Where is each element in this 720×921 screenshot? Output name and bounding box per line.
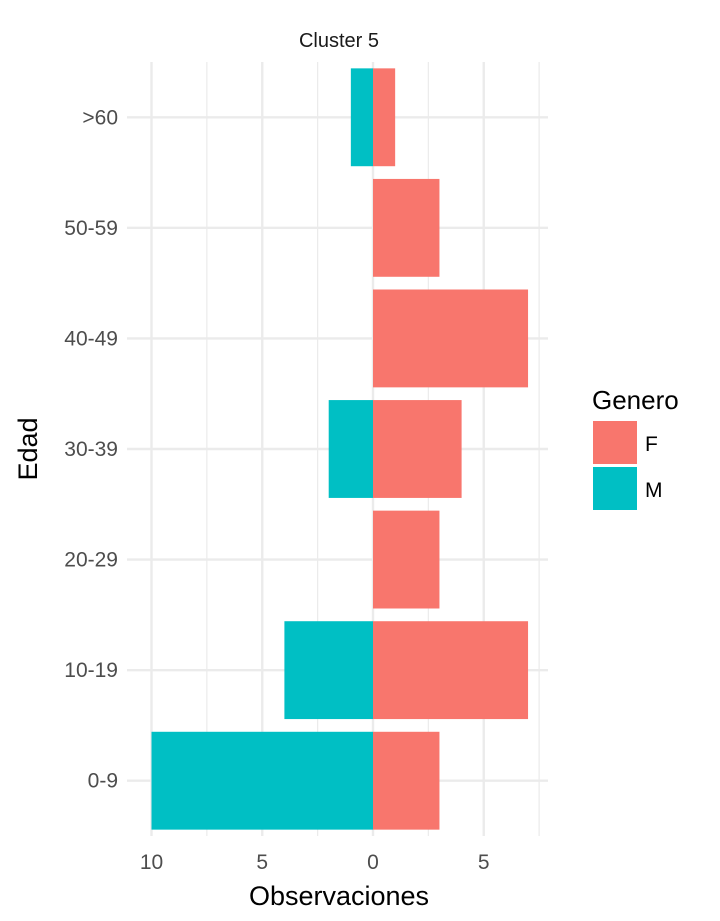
bar-m-0-9 [151,731,373,830]
x-tick-label: 10 [140,851,163,874]
y-tick-label: 0-9 [88,770,118,793]
y-tick-label: 30-39 [64,438,118,461]
x-tick-label: 5 [256,851,268,874]
legend-label-f: F [645,433,658,456]
legend: Genero FM [592,385,679,510]
bar-m->60 [350,68,373,167]
x-tick-label: 5 [478,851,490,874]
y-tick-label: >60 [82,106,118,129]
y-axis-label: Edad [13,417,43,480]
x-tick-labels: 10 5 0 5 [140,851,490,874]
y-tick-labels: 0-9 10-19 20-29 30-39 40-49 50-59 >60 [64,106,118,792]
bars [151,68,529,830]
bar-f-50-59 [373,178,440,277]
bar-f-10-19 [373,621,529,720]
bar-f-30-39 [373,400,462,498]
y-tick-label: 50-59 [64,217,118,240]
y-tick-label: 40-49 [64,327,118,350]
bar-f-0-9 [373,731,440,830]
bar-f->60 [373,68,396,167]
legend-title: Genero [592,385,679,415]
bar-m-30-39 [328,400,373,498]
legend-entries: FM [593,421,663,510]
bar-m-10-19 [284,621,373,720]
y-tick-label: 20-29 [64,549,118,572]
y-tick-label: 10-19 [64,659,118,682]
legend-label-m: M [645,479,663,502]
legend-swatch-f [593,421,637,464]
x-tick-label: 0 [367,851,379,874]
chart-title: Cluster 5 [299,30,379,52]
bar-f-40-49 [373,289,529,388]
bar-f-20-29 [373,510,440,609]
legend-swatch-m [593,467,637,510]
x-axis-label: Observaciones [249,881,429,911]
